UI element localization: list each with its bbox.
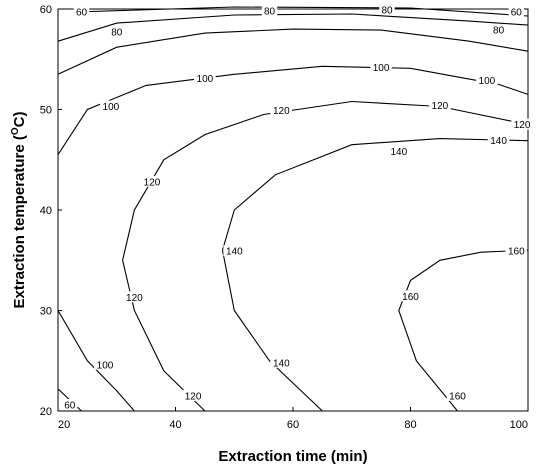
contour-label-3: 80 <box>111 28 123 39</box>
x-axis-ticks: 20 40 60 80 100 <box>57 407 529 431</box>
contour-line-60-0 <box>75 6 529 17</box>
contour-label-bg-22 <box>505 245 527 257</box>
contour-label-21: 140 <box>273 358 290 369</box>
y-axis-title-part-2: C) <box>11 111 28 127</box>
contour-label-bg-0 <box>73 6 90 17</box>
contour-label-14: 120 <box>514 120 531 131</box>
y-tick-label-1: 30 <box>40 306 52 318</box>
contour-label-18: 140 <box>390 147 407 158</box>
contour-label-1: 60 <box>511 8 523 19</box>
contour-label-8: 100 <box>197 74 214 85</box>
contour-label-bg-6 <box>490 24 507 36</box>
x-tick-label-0: 20 <box>58 419 70 431</box>
contour-label-bg-15 <box>141 175 163 187</box>
contour-label-20: 140 <box>226 247 243 258</box>
contour-label-2: 60 <box>64 401 76 412</box>
contour-label-bg-11 <box>94 358 116 370</box>
contour-label-bg-23 <box>399 290 422 302</box>
contour-label-22: 160 <box>508 247 525 258</box>
contour-label-24: 160 <box>449 391 466 402</box>
contour-label-10: 100 <box>479 76 496 87</box>
contour-label-bg-8 <box>194 72 216 84</box>
x-tick-label-1: 40 <box>169 419 181 431</box>
contour-label-bg-3 <box>109 26 125 38</box>
y-axis-ticks: 20 30 40 50 60 <box>40 4 62 418</box>
contour-line-140-7 <box>221 138 529 412</box>
x-tick-label-4: 100 <box>510 419 528 431</box>
contour-label-12: 120 <box>273 106 290 117</box>
contour-label-bg-20 <box>223 245 245 257</box>
contour-label-bg-9 <box>370 61 392 73</box>
x-tick-label-2: 60 <box>287 419 299 431</box>
y-axis-title: Extraction temperature (OC) <box>10 111 28 308</box>
y-axis-title-degree: O <box>10 127 21 135</box>
contour-label-4: 80 <box>264 7 276 18</box>
contour-lines <box>57 6 529 412</box>
x-tick-label-3: 80 <box>404 419 416 431</box>
contour-label-bg-19 <box>487 134 510 146</box>
contour-label-bg-21 <box>270 356 292 368</box>
contour-line-80-3 <box>57 28 529 75</box>
contour-line-120-6 <box>122 100 529 412</box>
contour-label-bg-5 <box>379 4 395 15</box>
contour-label-7: 100 <box>103 102 120 113</box>
contour-label-19: 140 <box>490 136 507 147</box>
contour-label-bg-18 <box>387 145 410 157</box>
contour-label-bg-12 <box>270 104 292 116</box>
y-tick-label-0: 20 <box>40 406 52 418</box>
contour-label-bg-16 <box>123 291 146 303</box>
contour-label-0: 60 <box>76 8 88 19</box>
contour-label-6: 80 <box>493 26 505 37</box>
contour-line-160-8 <box>398 249 529 412</box>
y-tick-label-2: 40 <box>40 205 52 217</box>
x-axis-title: Extraction time (min) <box>218 448 367 465</box>
contour-label-9: 100 <box>373 63 390 74</box>
contour-line-80-2 <box>57 13 529 42</box>
contour-label-23: 160 <box>402 292 419 303</box>
contour-label-bg-1 <box>508 6 524 17</box>
contour-label-bg-4 <box>261 5 278 16</box>
contour-label-16: 120 <box>126 293 143 304</box>
contour-label-bg-24 <box>446 389 469 401</box>
y-tick-label-4: 60 <box>40 4 52 16</box>
contour-label-15: 120 <box>144 177 161 188</box>
contour-label-13: 120 <box>432 101 449 112</box>
contour-label-bg-13 <box>429 99 451 111</box>
contour-label-bg-17 <box>182 389 204 401</box>
contour-label-bg-2 <box>62 399 78 410</box>
contour-labels: 60 60 60 80 80 80 80 100 100 100 100 100 120 120 120 12… <box>62 4 533 412</box>
y-axis-title-part-1: Extraction temperature ( <box>11 135 28 308</box>
contour-label-17: 120 <box>185 391 202 402</box>
contour-label-5: 80 <box>381 6 393 17</box>
contour-label-bg-10 <box>476 74 498 86</box>
contour-label-11: 100 <box>97 360 114 371</box>
y-tick-label-3: 50 <box>40 105 52 117</box>
contour-label-bg-7 <box>100 100 122 112</box>
contour-line-100-5 <box>57 310 135 412</box>
contour-label-bg-14 <box>511 118 533 130</box>
